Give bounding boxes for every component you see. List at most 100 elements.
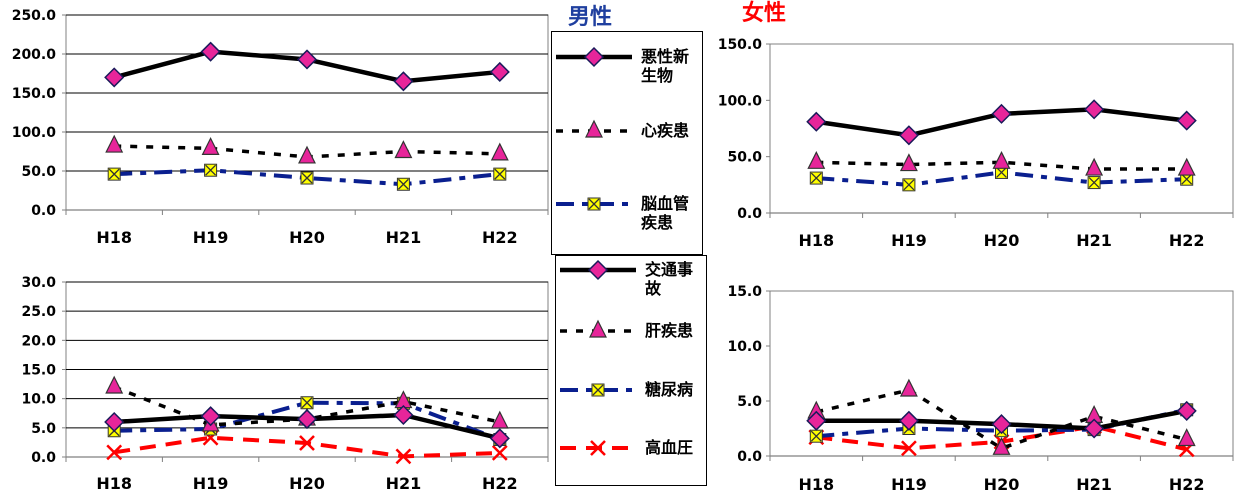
legend-marker [587,259,609,281]
data-point [991,414,1012,435]
x-tick-label: H21 [1076,475,1112,494]
series-1 [104,41,510,92]
male-bottom-chart: 0.0 5.0 10.0 15.0 20.0 25.0 30.0 H18 H19 H20 H21 H2… [21,275,549,493]
data-point [106,444,123,461]
series-line [114,400,501,442]
legend-label-line: 高血圧 [645,438,693,457]
x-tick-label: H19 [193,228,229,247]
legend-label-line: 生物 [641,66,673,85]
series-line [113,435,500,459]
data-point [394,140,413,159]
data-point [489,428,510,449]
marker-x [301,172,313,184]
data-point [298,145,316,164]
data-point [493,167,507,181]
marker-x [397,178,409,190]
legend-label: 高血圧 [645,438,693,457]
x-tick-label: H20 [289,228,325,247]
female-bottom-chart: 0.0 5.0 10.0 15.0 H18 H19 H20 H21 H22 [727,284,1234,494]
data-point [491,445,508,461]
legend-label: 肝疾患 [645,321,693,340]
y-tick-label: 15.0 [21,363,56,379]
data-point [490,410,509,429]
data-point [1084,418,1105,439]
series-2 [807,378,1196,455]
y-tick-label: 50.0 [21,164,56,180]
legend-label: 悪性新生物 [641,47,689,85]
legend-marker [587,197,601,211]
data-point [296,409,318,430]
x-tick-label: H22 [482,228,518,247]
x-tick-label: H21 [386,228,422,247]
data-point [898,410,919,431]
legend-marker [585,119,603,138]
marker-x [205,164,217,176]
marker-x [903,179,915,191]
plot-area [769,43,1234,214]
x-tick-label: H22 [1169,475,1205,494]
x-tick-label: H19 [193,474,229,493]
marker-x [301,397,313,409]
y-tick-label: 10.0 [727,339,762,355]
data-point [393,404,414,426]
legend-bottom: 交通事故 肝疾患 糖尿病 高血圧 [555,255,707,486]
x-tick-label: H18 [96,228,132,247]
data-point [899,378,918,397]
data-point [809,171,823,185]
data-point [489,61,510,83]
data-point [1177,157,1196,176]
x-tick-label: H22 [482,474,518,493]
marker-x [996,166,1007,178]
data-point [300,171,314,185]
data-point [200,41,221,62]
y-tick-label: 100.0 [718,93,763,109]
data-point [1180,172,1194,186]
series-line [114,168,501,187]
male-top-chart: 0.0 50.0 100.0 150.0 200.0 250.0 H18 H19 H20 H21 H… [12,8,549,247]
legend-item: 脳血管疾患 [556,194,689,232]
legend-marker [589,319,607,338]
series-1 [104,404,510,449]
series-2 [105,134,509,164]
legend-item: 心疾患 [556,119,689,140]
legend-item: 肝疾患 [560,319,693,340]
y-tick-label: 25.0 [21,304,56,320]
data-point [104,67,125,88]
legend-item: 悪性新生物 [556,46,689,85]
x-tick-label: H18 [798,231,834,250]
y-tick-label: 250.0 [12,8,57,24]
y-tick-label: 5.0 [737,394,762,410]
data-point [300,396,314,410]
data-point [490,142,509,161]
data-point [991,103,1012,124]
data-point [105,134,124,153]
series-1 [806,99,1197,146]
data-point [809,429,823,443]
legend-marker [583,46,605,68]
marker-x [810,430,822,442]
data-point [1176,110,1197,131]
data-point [104,411,125,433]
x-tick-label: H21 [386,474,422,493]
female-top-chart: 0.0 50.0 100.0 150.0 H18 H19 H20 H21 H22 [718,37,1234,250]
data-point [898,125,919,146]
y-tick-label: 5.0 [31,421,56,437]
data-point [806,111,827,132]
y-tick-label: 30.0 [21,275,56,291]
y-tick-label: 0.0 [31,203,56,219]
series-line [816,160,1187,171]
legend-label-line: 悪性新 [641,47,689,66]
data-point [105,375,124,394]
data-point [299,435,315,451]
x-tick-label: H19 [891,475,927,494]
x-tick-label: H19 [891,231,927,250]
marker-x [108,168,120,180]
male-heading: 男性 [568,5,613,30]
legend-label-line: 故 [645,279,662,298]
marker-x [1181,173,1193,185]
y-tick-label: 150.0 [718,37,763,53]
data-point [807,150,826,169]
data-point [107,167,121,181]
y-tick-label: 100.0 [12,125,57,141]
